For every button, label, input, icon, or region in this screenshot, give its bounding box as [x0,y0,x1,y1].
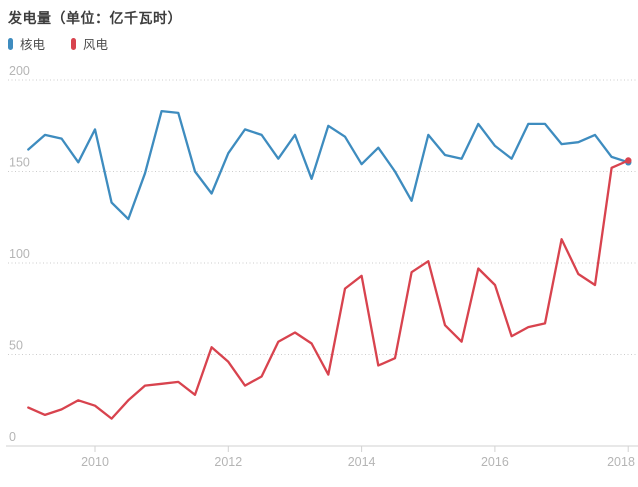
x-axis-tick-label: 2012 [214,455,242,469]
series-endpoint-wind [625,157,632,164]
legend-swatch-nuclear-icon [8,37,13,50]
legend-label-nuclear: 核电 [20,38,46,52]
y-axis-tick-label: 150 [9,156,30,170]
x-axis-tick-label: 2016 [481,455,509,469]
series-line-nuclear [27,109,630,221]
y-axis-tick-label: 200 [9,64,30,78]
legend: 核电 风电 [8,34,134,53]
legend-item-wind[interactable]: 风电 [71,34,108,53]
x-axis-tick-label: 2014 [348,455,376,469]
y-axis-tick-label: 50 [9,339,23,353]
legend-label-wind: 风电 [83,38,109,52]
legend-swatch-wind-icon [71,37,77,50]
legend-item-nuclear[interactable]: 核电 [8,34,45,53]
chart-plot-area: 0 50 100 150 200 2010 2012 2014 2016 2018 [6,64,638,469]
y-axis-tick-label: 100 [9,247,30,261]
series-line-wind [27,159,630,420]
x-axis-tick-label: 2018 [607,455,635,469]
chart-title: 发电量（单位：亿千瓦时） [8,10,182,26]
y-axis-tick-label: 0 [9,430,16,444]
x-axis-tick-label: 2010 [81,455,109,469]
